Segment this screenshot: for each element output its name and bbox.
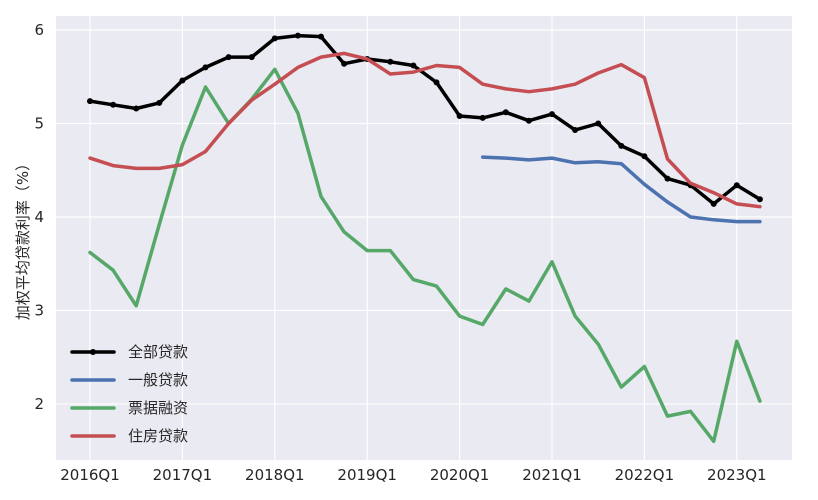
legend-label: 住房贷款 bbox=[128, 427, 188, 445]
data-point bbox=[525, 117, 532, 124]
y-tick-label: 4 bbox=[34, 208, 44, 226]
series-line bbox=[480, 155, 762, 224]
series-group bbox=[87, 32, 763, 207]
y-tick-label: 6 bbox=[34, 21, 44, 39]
y-tick-label: 2 bbox=[34, 395, 44, 413]
y-axis-label: 加权平均贷款利率（%） bbox=[14, 156, 32, 320]
legend-label: 全部贷款 bbox=[128, 343, 188, 361]
data-point bbox=[502, 109, 509, 116]
data-point bbox=[202, 64, 209, 71]
data-point bbox=[479, 114, 486, 121]
data-point bbox=[641, 153, 648, 160]
data-point bbox=[410, 62, 417, 69]
legend-label: 一般贷款 bbox=[128, 371, 188, 389]
x-tick-label: 2019Q1 bbox=[337, 466, 397, 484]
data-point bbox=[294, 32, 301, 39]
x-tick-label: 2021Q1 bbox=[522, 466, 582, 484]
data-point bbox=[87, 98, 93, 105]
legend-item: 住房贷款 bbox=[70, 427, 188, 445]
data-point bbox=[341, 60, 348, 67]
data-point bbox=[733, 182, 740, 189]
data-point bbox=[387, 58, 394, 65]
data-point bbox=[133, 105, 140, 112]
data-point bbox=[756, 196, 763, 203]
data-point bbox=[271, 35, 278, 42]
plot-area bbox=[56, 16, 792, 460]
data-point bbox=[248, 54, 255, 61]
x-tick-label: 2018Q1 bbox=[245, 466, 305, 484]
data-point bbox=[664, 175, 671, 182]
series-group bbox=[88, 67, 762, 444]
y-axis-tick-labels: 2 3 4 5 6 bbox=[34, 21, 44, 413]
data-point bbox=[549, 111, 555, 118]
data-point bbox=[572, 127, 579, 133]
series-group bbox=[88, 51, 762, 209]
data-point bbox=[179, 77, 186, 84]
data-point bbox=[710, 200, 717, 207]
legend-item: 全部贷款 bbox=[70, 343, 188, 361]
x-tick-label: 2023Q1 bbox=[707, 466, 767, 484]
x-tick-label: 2017Q1 bbox=[153, 466, 213, 484]
data-point bbox=[110, 101, 117, 108]
x-tick-label: 2020Q1 bbox=[430, 466, 490, 484]
x-tick-label: 2016Q1 bbox=[60, 466, 120, 484]
y-tick-label: 5 bbox=[34, 114, 44, 132]
data-point bbox=[318, 33, 324, 40]
data-point bbox=[618, 142, 625, 149]
legend-label: 票据融资 bbox=[128, 399, 188, 417]
legend-item: 票据融资 bbox=[70, 399, 188, 417]
data-point bbox=[456, 113, 463, 119]
data-point bbox=[595, 120, 602, 127]
legend-item: 一般贷款 bbox=[70, 371, 188, 389]
series-group bbox=[480, 155, 762, 224]
series-line bbox=[88, 67, 762, 444]
data-point bbox=[225, 54, 232, 61]
x-axis-tick-labels: 2016Q1 2017Q1 2018Q1 2019Q1 2020Q1 2021Q1 2022… bbox=[60, 466, 766, 484]
series-lines bbox=[87, 32, 763, 444]
data-point bbox=[156, 99, 163, 106]
series-line bbox=[88, 33, 762, 206]
data-point bbox=[433, 79, 440, 86]
series-line bbox=[88, 51, 762, 209]
x-tick-label: 2022Q1 bbox=[615, 466, 675, 484]
y-tick-label: 3 bbox=[34, 301, 44, 319]
legend-marker bbox=[90, 349, 96, 355]
